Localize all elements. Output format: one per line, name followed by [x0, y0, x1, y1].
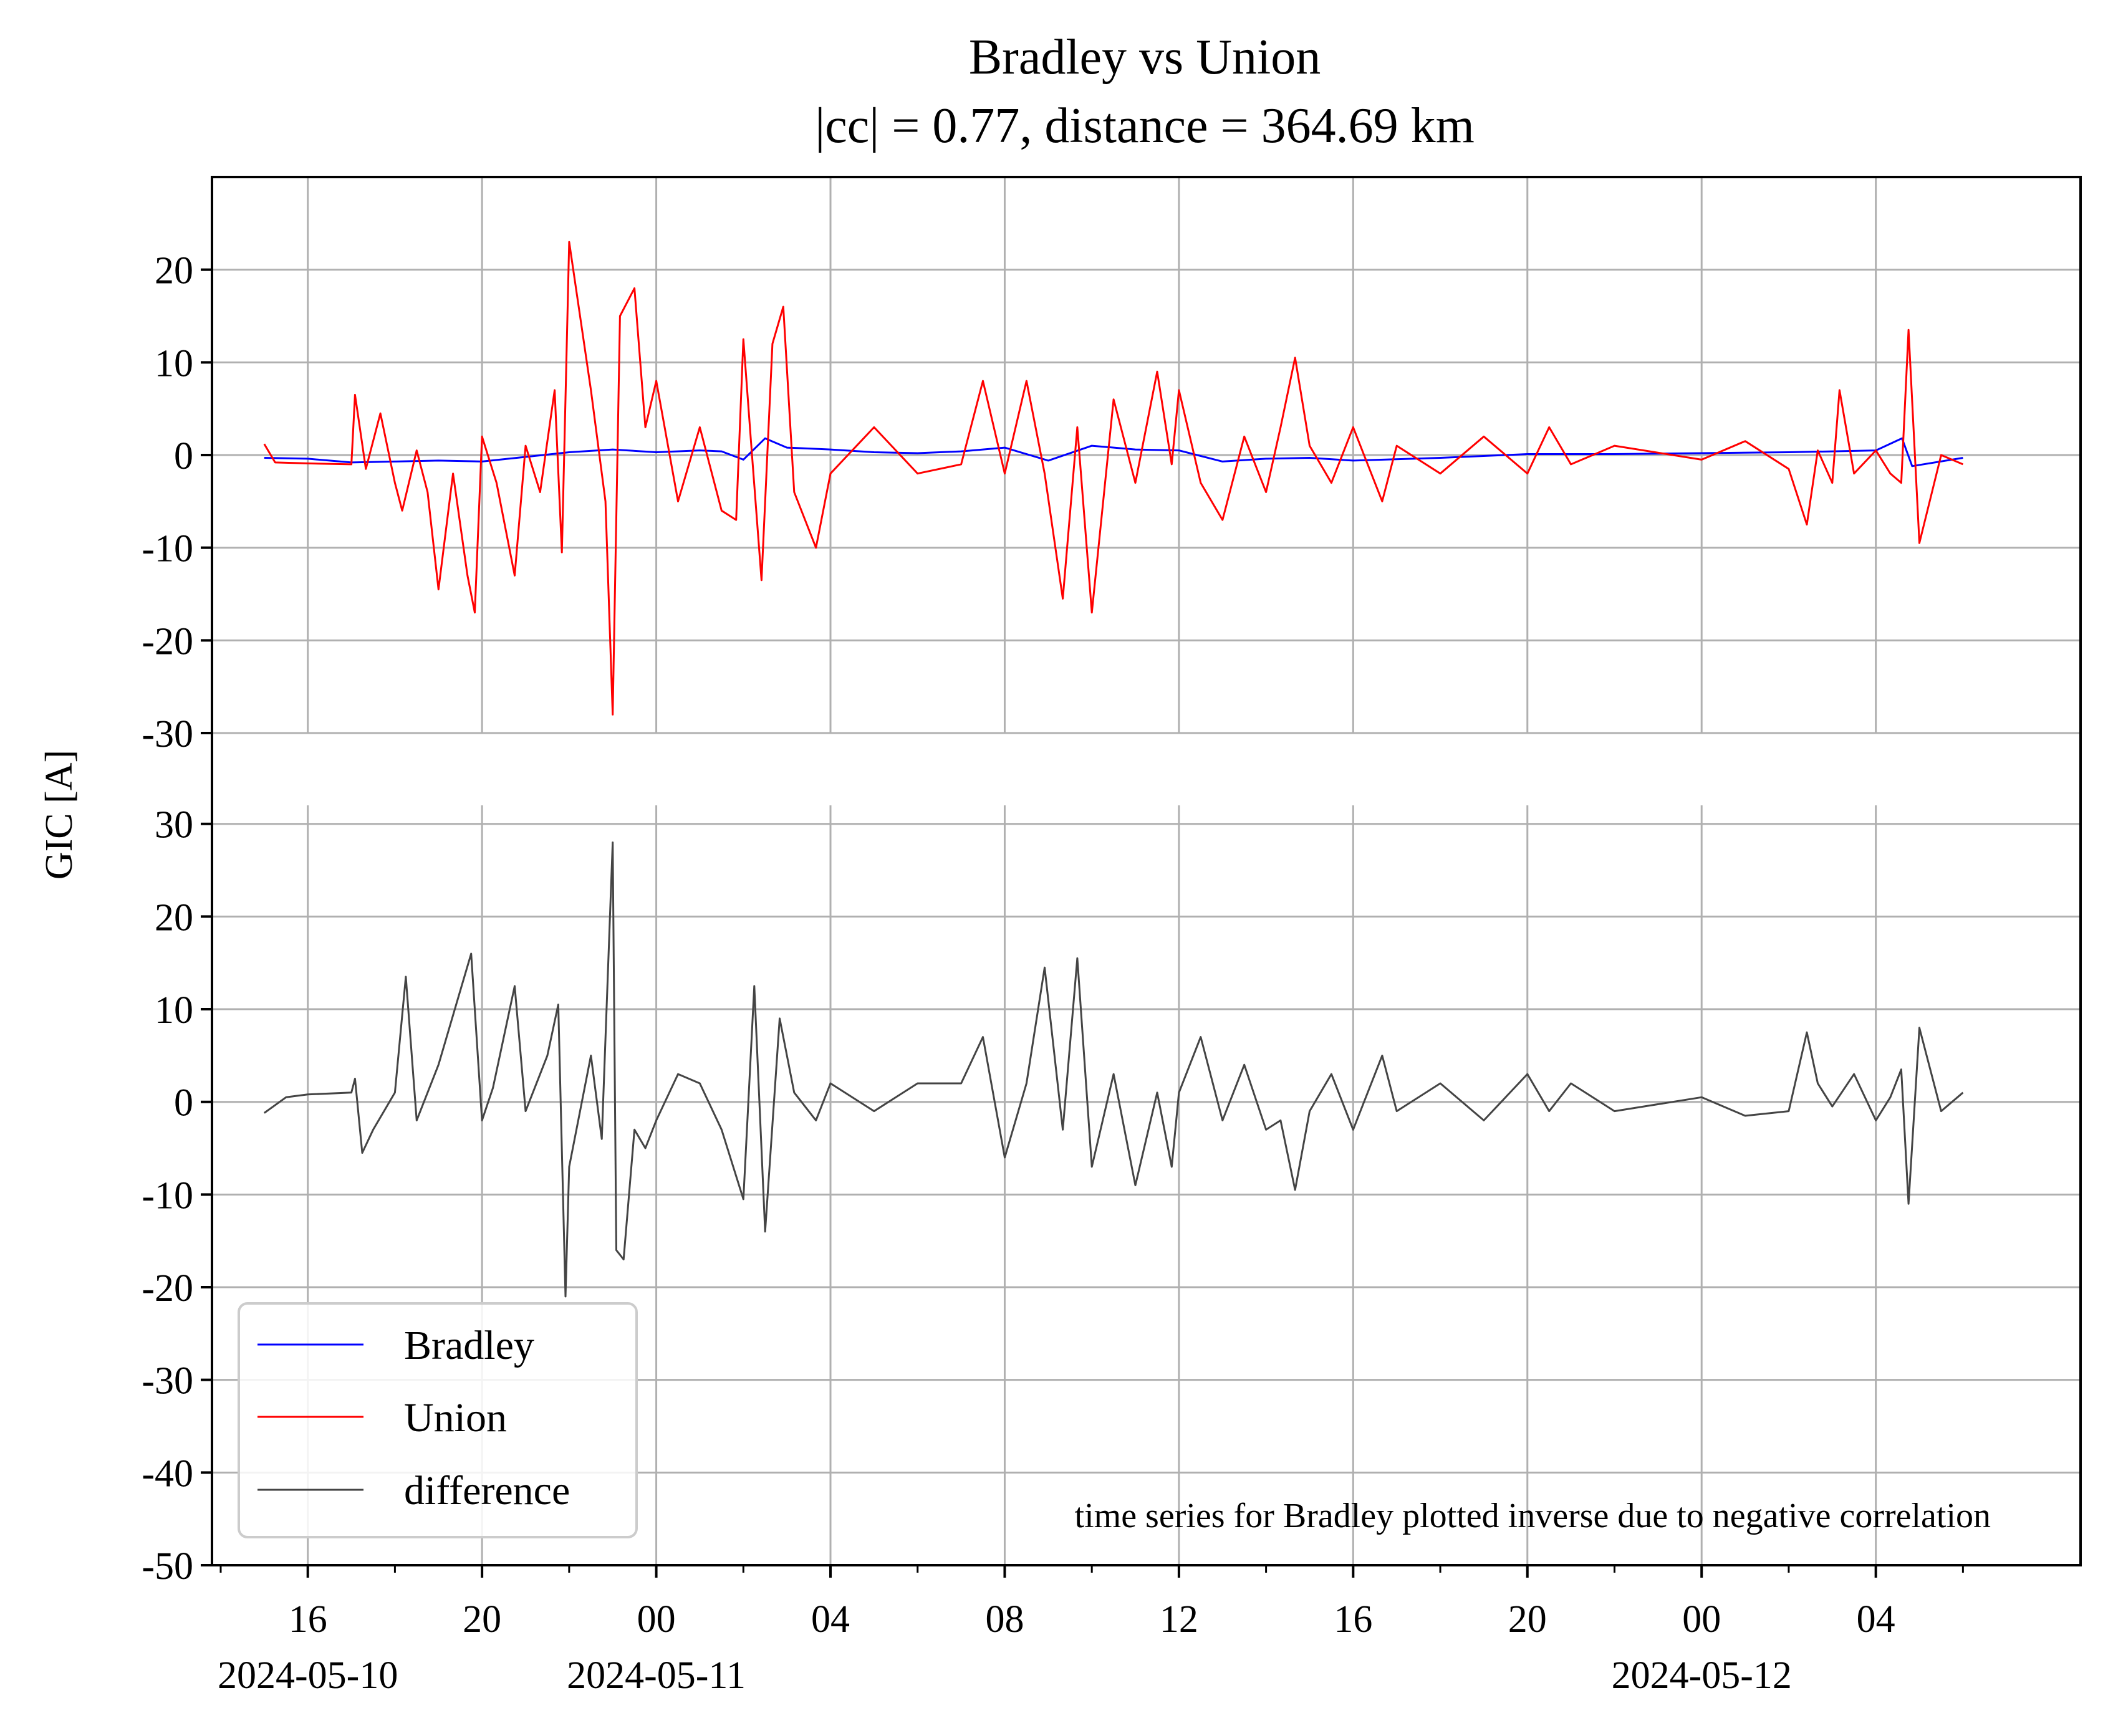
y-tick-label: 30	[155, 804, 193, 846]
chart-subtitle: |cc| = 0.77, distance = 364.69 km	[815, 98, 1475, 153]
y-tick-label: -50	[142, 1545, 193, 1588]
legend-label-union: Union	[404, 1395, 507, 1441]
axes-frame	[211, 176, 2082, 1566]
y-tick-label: 10	[155, 342, 193, 385]
y-tick-label: 20	[155, 250, 193, 292]
annotation-text: time series for Bradley plotted inverse …	[1075, 1497, 1991, 1535]
x-tick-label: 16	[289, 1598, 327, 1641]
series-line-difference	[263, 842, 1964, 1298]
x-date-label: 2024-05-12	[1612, 1654, 1792, 1697]
x-tick-label: 12	[1160, 1598, 1198, 1641]
x-date-label: 2024-05-10	[218, 1654, 398, 1697]
x-tick-label: 00	[637, 1598, 676, 1641]
y-tick-label: -10	[142, 1174, 193, 1217]
chart-title: Bradley vs Union	[969, 30, 1321, 85]
y-tick-label: 0	[174, 435, 193, 477]
legend: Bradley Union difference	[238, 1302, 638, 1538]
x-tick-label: 16	[1334, 1598, 1372, 1641]
y-tick-label: 20	[155, 896, 193, 939]
legend-label-bradley: Bradley	[404, 1323, 534, 1368]
y-tick-label: -10	[142, 528, 193, 570]
y-tick-label: -30	[142, 713, 193, 755]
series-line-bradley	[264, 437, 1963, 468]
y-tick-label: -30	[142, 1360, 193, 1403]
y-tick-label: -20	[142, 1267, 193, 1310]
x-axis: 16 20 00 04 08 12 16 20 00 04 2024-05-10 2024-05-11…	[218, 1565, 1964, 1697]
legend-box	[238, 1302, 638, 1538]
x-tick-label: 00	[1682, 1598, 1721, 1641]
y-tick-label: 10	[155, 989, 193, 1032]
x-tick-label: 20	[1508, 1598, 1547, 1641]
y-tick-label: -40	[142, 1452, 193, 1495]
series-line-union	[263, 241, 1963, 716]
y-tick-label: -20	[142, 620, 193, 663]
legend-label-difference: difference	[404, 1468, 570, 1513]
x-tick-label: 20	[463, 1598, 501, 1641]
x-tick-label: 04	[1857, 1598, 1895, 1641]
x-tick-label: 04	[811, 1598, 850, 1641]
y-tick-label: 0	[174, 1082, 193, 1125]
top-panel: -30 -20 -10 0 10 20	[142, 177, 2081, 755]
x-date-label: 2024-05-11	[567, 1654, 746, 1697]
x-tick-label: 08	[985, 1598, 1024, 1641]
y-axis-label: GIC [A]	[38, 750, 80, 880]
